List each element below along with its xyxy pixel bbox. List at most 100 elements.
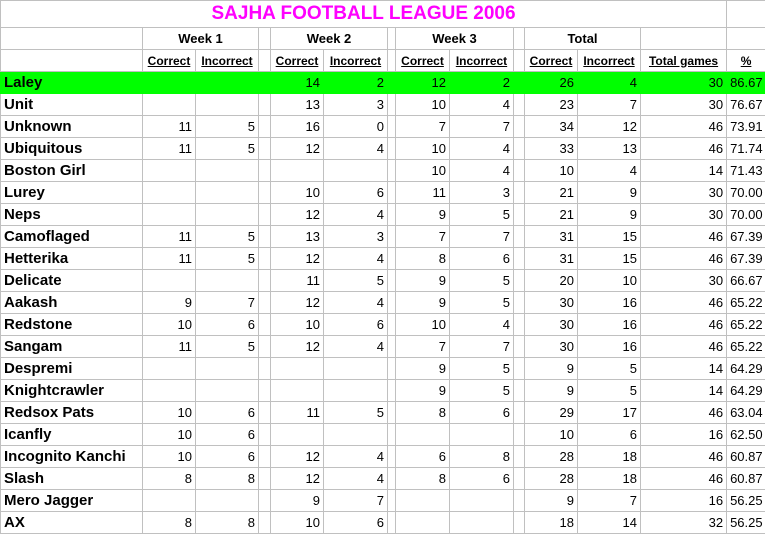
spacer-cell[interactable] <box>258 247 271 270</box>
spacer-cell[interactable] <box>387 511 396 534</box>
week3-correct-cell[interactable]: 9 <box>395 203 450 226</box>
week1-correct-cell[interactable]: 10 <box>142 401 196 424</box>
spacer-cell[interactable] <box>513 423 525 446</box>
percent-cell[interactable]: 65.22 <box>726 291 765 314</box>
player-name-cell[interactable]: Unit <box>0 93 143 116</box>
week2-correct-cell[interactable]: 12 <box>270 203 324 226</box>
percent-cell[interactable]: 67.39 <box>726 247 765 270</box>
week2-incorrect-cell[interactable]: 6 <box>323 313 388 336</box>
spacer-cell[interactable] <box>513 401 525 424</box>
week2-incorrect-cell[interactable]: 4 <box>323 137 388 160</box>
week1-correct-cell[interactable]: 9 <box>142 291 196 314</box>
spacer-cell[interactable] <box>387 401 396 424</box>
week2-correct-cell[interactable]: 14 <box>270 71 324 94</box>
spacer-cell[interactable] <box>258 159 271 182</box>
week3-incorrect-cell[interactable]: 4 <box>449 159 514 182</box>
week3-correct-cell[interactable]: 6 <box>395 445 450 468</box>
player-name-cell[interactable]: Knightcrawler <box>0 379 143 402</box>
week2-correct-cell[interactable] <box>270 423 324 446</box>
total-incorrect-cell[interactable]: 16 <box>577 335 641 358</box>
week3-correct-cell[interactable]: 9 <box>395 379 450 402</box>
spacer-cell[interactable] <box>387 203 396 226</box>
total-games-cell[interactable]: 46 <box>639 247 728 270</box>
week1-incorrect-cell[interactable]: 8 <box>195 511 259 534</box>
week1-incorrect-cell[interactable]: 5 <box>195 335 259 358</box>
total-correct-header[interactable]: Correct <box>524 49 578 72</box>
week1-incorrect-cell[interactable]: 6 <box>195 401 259 424</box>
week2-incorrect-cell[interactable]: 0 <box>323 115 388 138</box>
spacer-cell[interactable] <box>258 225 271 248</box>
total-correct-cell[interactable]: 10 <box>524 423 578 446</box>
week3-incorrect-cell[interactable]: 4 <box>449 137 514 160</box>
week3-correct-header[interactable]: Correct <box>395 49 450 72</box>
week1-correct-cell[interactable] <box>142 93 196 116</box>
spacer-cell[interactable] <box>513 291 525 314</box>
total-games-header[interactable]: Total games <box>639 49 728 72</box>
total-correct-cell[interactable]: 30 <box>524 313 578 336</box>
week1-correct-cell[interactable]: 11 <box>142 137 196 160</box>
cell[interactable] <box>639 27 728 50</box>
player-name-cell[interactable]: Despremi <box>0 357 143 380</box>
total-incorrect-cell[interactable]: 5 <box>577 379 641 402</box>
total-games-cell[interactable]: 14 <box>639 379 728 402</box>
spacer-cell[interactable] <box>513 225 525 248</box>
total-incorrect-cell[interactable]: 4 <box>577 71 641 94</box>
player-name-cell[interactable]: Delicate <box>0 269 143 292</box>
total-correct-cell[interactable]: 31 <box>524 247 578 270</box>
week2-incorrect-cell[interactable]: 5 <box>323 269 388 292</box>
spacer-cell[interactable] <box>387 335 396 358</box>
week3-incorrect-cell[interactable]: 8 <box>449 445 514 468</box>
total-incorrect-cell[interactable]: 14 <box>577 511 641 534</box>
spacer-cell[interactable] <box>258 291 271 314</box>
week1-incorrect-cell[interactable]: 8 <box>195 467 259 490</box>
week3-incorrect-cell[interactable]: 2 <box>449 71 514 94</box>
total-games-cell[interactable]: 30 <box>639 93 728 116</box>
week2-incorrect-cell[interactable]: 3 <box>323 93 388 116</box>
total-incorrect-cell[interactable]: 12 <box>577 115 641 138</box>
percent-cell[interactable]: 60.87 <box>726 467 765 490</box>
week1-correct-cell[interactable] <box>142 181 196 204</box>
spacer-cell[interactable] <box>513 313 525 336</box>
week1-correct-cell[interactable]: 8 <box>142 467 196 490</box>
spacer-cell[interactable] <box>258 269 271 292</box>
week3-correct-cell[interactable]: 11 <box>395 181 450 204</box>
percent-cell[interactable]: 56.25 <box>726 511 765 534</box>
week2-correct-cell[interactable]: 16 <box>270 115 324 138</box>
total-incorrect-cell[interactable]: 13 <box>577 137 641 160</box>
total-games-cell[interactable]: 30 <box>639 269 728 292</box>
week1-incorrect-cell[interactable]: 5 <box>195 247 259 270</box>
total-correct-cell[interactable]: 9 <box>524 379 578 402</box>
week1-correct-cell[interactable]: 11 <box>142 225 196 248</box>
total-incorrect-cell[interactable]: 15 <box>577 225 641 248</box>
spacer-cell[interactable] <box>387 71 396 94</box>
week3-correct-cell[interactable]: 8 <box>395 401 450 424</box>
spacer-cell[interactable] <box>387 423 396 446</box>
week3-correct-cell[interactable]: 9 <box>395 269 450 292</box>
spacer-cell[interactable] <box>258 379 271 402</box>
total-correct-cell[interactable]: 28 <box>524 467 578 490</box>
spacer-cell[interactable] <box>513 71 525 94</box>
week3-correct-cell[interactable]: 8 <box>395 467 450 490</box>
total-games-cell[interactable]: 30 <box>639 203 728 226</box>
week1-correct-cell[interactable] <box>142 159 196 182</box>
percent-cell[interactable]: 65.22 <box>726 313 765 336</box>
week3-incorrect-header[interactable]: Incorrect <box>449 49 514 72</box>
week1-incorrect-cell[interactable] <box>195 181 259 204</box>
week3-correct-cell[interactable] <box>395 511 450 534</box>
week2-incorrect-cell[interactable] <box>323 357 388 380</box>
player-name-cell[interactable]: Hetterika <box>0 247 143 270</box>
cell[interactable] <box>387 49 396 72</box>
week3-correct-cell[interactable]: 10 <box>395 313 450 336</box>
spacer-cell[interactable] <box>258 445 271 468</box>
total-correct-cell[interactable]: 20 <box>524 269 578 292</box>
week2-correct-header[interactable]: Correct <box>270 49 324 72</box>
week2-incorrect-cell[interactable] <box>323 159 388 182</box>
week2-incorrect-cell[interactable]: 4 <box>323 445 388 468</box>
week2-incorrect-cell[interactable]: 4 <box>323 203 388 226</box>
week2-incorrect-cell[interactable]: 7 <box>323 489 388 512</box>
percent-cell[interactable]: 56.25 <box>726 489 765 512</box>
week2-correct-cell[interactable]: 10 <box>270 511 324 534</box>
week2-correct-cell[interactable]: 12 <box>270 137 324 160</box>
total-games-cell[interactable]: 46 <box>639 445 728 468</box>
week1-incorrect-header[interactable]: Incorrect <box>195 49 259 72</box>
